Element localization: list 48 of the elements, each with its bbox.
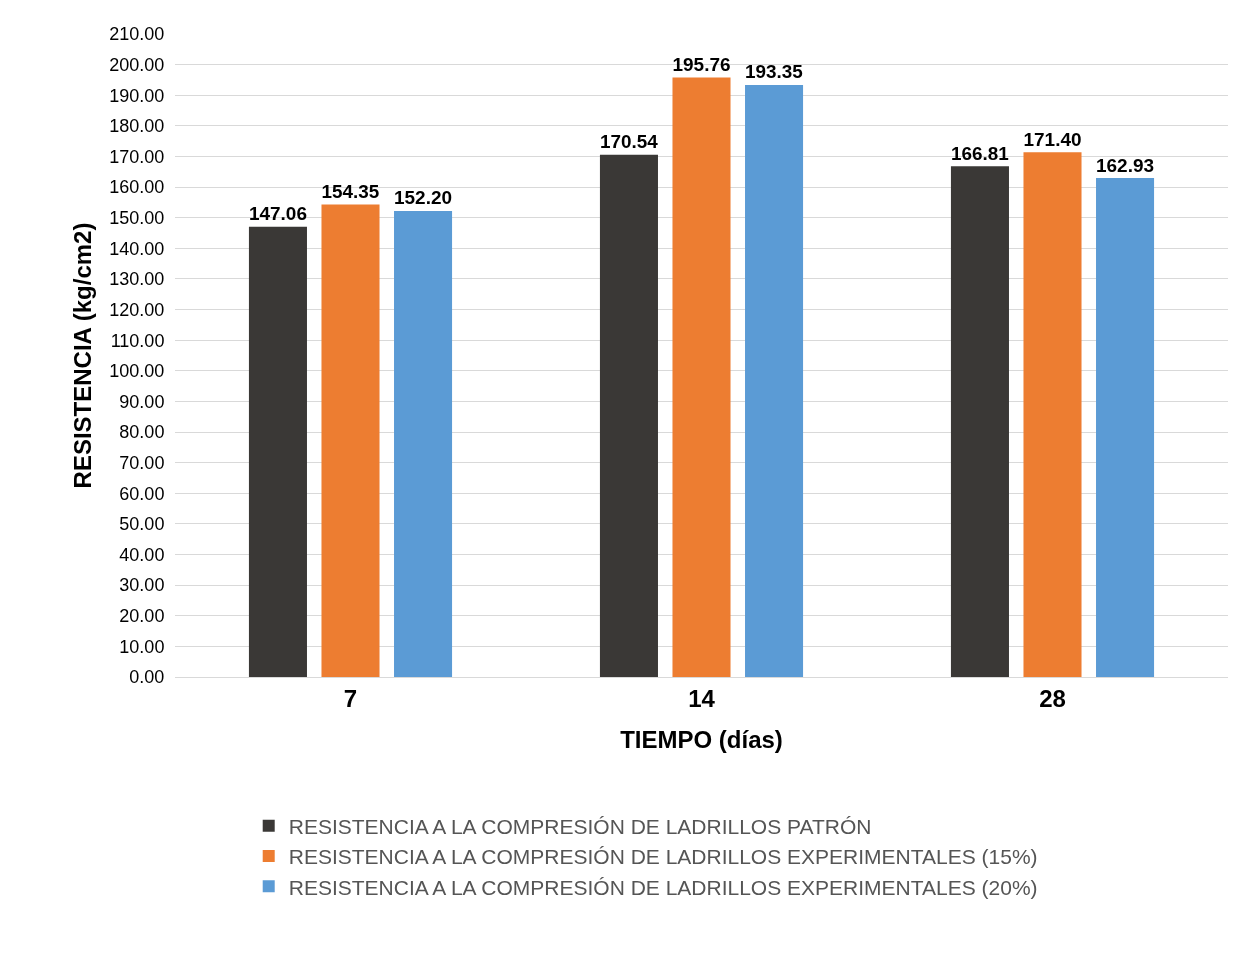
y-tick-label: 60.00 — [119, 483, 165, 504]
data-label: 166.81 — [950, 142, 1009, 164]
y-tick-label: 210.00 — [109, 24, 165, 45]
bar — [321, 204, 380, 677]
data-label: 170.54 — [599, 131, 659, 153]
data-label: 152.20 — [394, 187, 453, 209]
y-tick-label: 120.00 — [109, 299, 165, 320]
data-label: 154.35 — [321, 180, 380, 202]
y-tick-label: 110.00 — [110, 330, 165, 351]
legend-label: RESISTENCIA A LA COMPRESIÓN DE LADRILLOS PATRÓN — [288, 814, 872, 838]
y-tick-label: 40.00 — [119, 544, 165, 565]
x-tick-label: 14 — [688, 684, 716, 712]
bar — [1096, 178, 1155, 677]
bar — [745, 84, 804, 677]
x-tick-label: 28 — [1039, 684, 1066, 712]
x-axis-title: TIEMPO (días) — [620, 726, 783, 754]
legend-label: RESISTENCIA A LA COMPRESIÓN DE LADRILLOS EXPERIMENTALES (20%) — [288, 875, 1038, 899]
y-tick-label: 0.00 — [129, 667, 165, 688]
data-label: 171.40 — [1023, 128, 1082, 150]
y-tick-label: 30.00 — [119, 575, 165, 596]
y-tick-label: 90.00 — [119, 391, 165, 412]
y-tick-label: 100.00 — [109, 361, 165, 382]
y-axis-title: RESISTENCIA (kg/cm2) — [69, 222, 97, 489]
y-tick-label: 10.00 — [119, 636, 165, 657]
y-tick-label: 50.00 — [119, 514, 165, 535]
bar — [248, 226, 307, 677]
y-tick-label: 150.00 — [109, 208, 165, 229]
y-tick-label: 140.00 — [109, 238, 165, 259]
bar — [950, 166, 1009, 677]
data-label: 193.35 — [745, 61, 803, 83]
y-tick-label: 20.00 — [119, 606, 165, 627]
y-tick-label: 190.00 — [109, 85, 165, 106]
y-tick-label: 130.00 — [109, 269, 165, 290]
y-tick-label: 70.00 — [119, 452, 165, 473]
data-label: 147.06 — [248, 203, 307, 225]
data-label: 162.93 — [1096, 154, 1155, 176]
bar — [599, 154, 658, 677]
y-tick-label: 170.00 — [109, 146, 165, 167]
bar — [394, 210, 453, 677]
y-tick-label: 200.00 — [109, 54, 165, 75]
y-tick-label: 80.00 — [119, 422, 165, 443]
y-tick-label: 160.00 — [109, 177, 165, 198]
data-label: 195.76 — [672, 53, 731, 75]
bar — [1023, 152, 1082, 677]
legend-label: RESISTENCIA A LA COMPRESIÓN DE LADRILLOS EXPERIMENTALES (15%) — [288, 845, 1038, 869]
y-tick-label: 180.00 — [109, 116, 165, 137]
bar — [672, 77, 731, 677]
x-tick-label: 7 — [343, 684, 358, 712]
